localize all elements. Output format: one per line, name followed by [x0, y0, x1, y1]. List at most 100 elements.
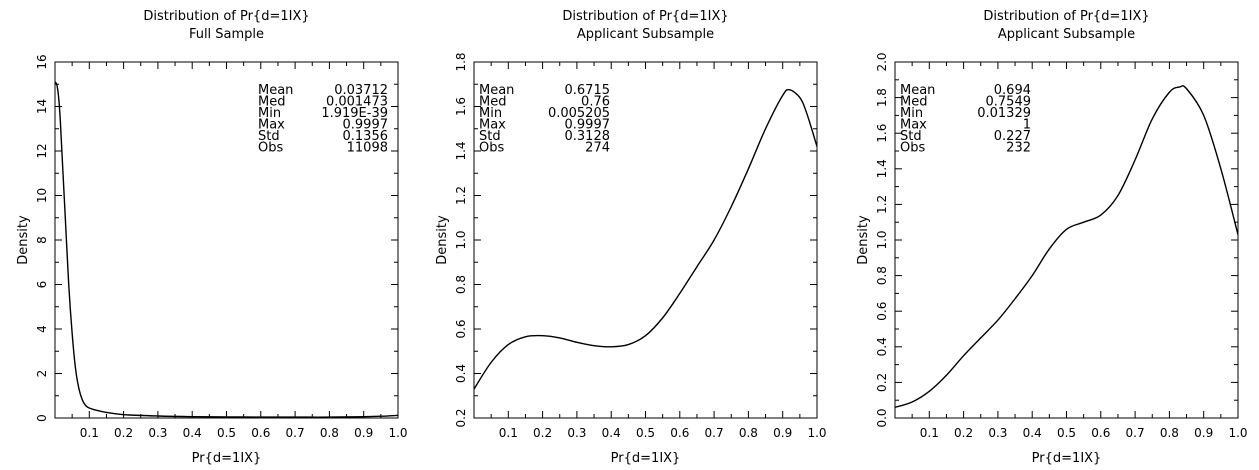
x-tick-label: 0.4: [1023, 426, 1042, 440]
x-tick-label: 0.4: [602, 426, 621, 440]
chart-subtitle: Full Sample: [189, 27, 264, 42]
stat-label: Obs: [900, 141, 925, 156]
y-tick-label: 2.0: [875, 52, 889, 71]
y-tick-label: 4: [35, 325, 49, 333]
stats-box: Mean 0.694 Med 0.7549 Min 0.01329 Max 1 Std 0.227…: [900, 83, 1031, 156]
y-tick-label: 0.8: [454, 275, 468, 294]
y-tick-label: 14: [35, 99, 49, 114]
stat-value: 0.7549: [986, 95, 1032, 110]
stat-value: 0.1356: [343, 129, 389, 144]
chart-subtitle: Applicant Subsample: [577, 27, 714, 42]
stat-value: 11098: [347, 141, 388, 156]
y-tick-label: 0.2: [454, 408, 468, 427]
x-tick-label: 0.3: [567, 426, 586, 440]
y-tick-label: 1.2: [875, 195, 889, 214]
y-axis-label: Density: [16, 215, 31, 265]
stat-label: Max: [900, 118, 927, 133]
x-tick-label: 0.2: [954, 426, 973, 440]
chart-title: Distribution of Pr{d=1IX}: [983, 9, 1149, 24]
x-tick-label: 0.2: [114, 426, 133, 440]
panel-1: Distribution of Pr{d=1IX} Full Sample 0.1 0…: [16, 9, 408, 466]
y-tick-label: 2: [35, 370, 49, 378]
stat-value: 232: [1006, 141, 1031, 156]
density-line: [55, 81, 398, 418]
x-tick-label: 0.1: [499, 426, 518, 440]
y-tick-label: 1.4: [454, 141, 468, 160]
stat-label: Min: [479, 106, 502, 121]
stat-label: Std: [479, 129, 501, 144]
y-tick-label: 1.6: [454, 97, 468, 116]
y-tick-label: 0: [35, 414, 49, 422]
x-tick-label: 1.0: [1228, 426, 1247, 440]
y-tick-label: 0.4: [875, 337, 889, 356]
stat-label: Obs: [479, 141, 504, 156]
y-tick-label: 1.2: [454, 186, 468, 205]
y-tick-label: 1.4: [875, 159, 889, 178]
y-tick-label: 0.0: [875, 408, 889, 427]
stat-value: 274: [585, 141, 610, 156]
stat-label: Obs: [258, 141, 283, 156]
y-axis-label: Density: [435, 215, 450, 265]
x-tick-label: 0.1: [920, 426, 939, 440]
chart-title: Distribution of Pr{d=1IX}: [562, 9, 728, 24]
x-tick-label: 0.9: [354, 426, 373, 440]
x-axis-label: Pr{d=1IX}: [611, 451, 681, 466]
stat-value: 0.9997: [343, 118, 389, 133]
y-tick-label: 0.2: [875, 373, 889, 392]
y-tick-label: 10: [35, 188, 49, 203]
x-tick-label: 0.6: [670, 426, 689, 440]
x-tick-label: 0.9: [773, 426, 792, 440]
stat-label: Min: [900, 106, 923, 121]
x-tick-label: 0.7: [286, 426, 305, 440]
y-tick-label: 0.6: [454, 319, 468, 338]
plot-frame: [894, 61, 1239, 419]
x-tick-label: 0.8: [739, 426, 758, 440]
x-tick-label: 0.3: [988, 426, 1007, 440]
stat-label: Mean: [900, 83, 935, 98]
y-tick-label: 1.0: [454, 230, 468, 249]
stat-value: 0.227: [994, 129, 1031, 144]
stat-value: 0.694: [994, 83, 1031, 98]
x-tick-label: 1.0: [388, 426, 407, 440]
x-tick-label: 0.8: [1160, 426, 1179, 440]
panel-2: Distribution of Pr{d=1IX} Applicant Subsa…: [435, 9, 827, 466]
y-axis-label: Density: [856, 215, 871, 265]
stat-label: Mean: [479, 83, 514, 98]
density-line: [895, 85, 1238, 408]
x-tick-label: 0.8: [320, 426, 339, 440]
stat-value: 0.6715: [565, 83, 611, 98]
stat-label: Med: [479, 95, 506, 110]
y-tick-label: 0.4: [454, 364, 468, 383]
x-tick-label: 0.3: [148, 426, 167, 440]
x-tick-label: 0.4: [183, 426, 202, 440]
x-tick-label: 0.7: [705, 426, 724, 440]
stat-value: 0.3128: [565, 129, 611, 144]
x-tick-label: 0.1: [80, 426, 99, 440]
stat-value: 0.03712: [334, 83, 388, 98]
x-tick-label: 0.5: [1057, 426, 1076, 440]
x-tick-label: 0.6: [1091, 426, 1110, 440]
stat-label: Max: [258, 118, 285, 133]
y-tick-label: 1.8: [875, 88, 889, 107]
stat-value: 0.01329: [977, 106, 1031, 121]
x-tick-label: 0.9: [1194, 426, 1213, 440]
stat-label: Max: [479, 118, 506, 133]
y-tick-label: 6: [35, 281, 49, 289]
stat-value: 0.001473: [326, 95, 388, 110]
stat-label: Min: [258, 106, 281, 121]
panel-3: Distribution of Pr{d=1IX} Applicant Subsa…: [856, 9, 1248, 466]
density-line: [474, 88, 817, 390]
y-tick-label: 8: [35, 236, 49, 244]
x-tick-label: 0.5: [636, 426, 655, 440]
stat-value: 0.005205: [548, 106, 610, 121]
stat-value: 0.76: [581, 95, 610, 110]
stat-value: 1: [1023, 118, 1031, 133]
stat-value: 1.919E-39: [321, 106, 388, 121]
stat-label: Med: [258, 95, 285, 110]
y-tick-label: 12: [35, 143, 49, 158]
y-tick-label: 1.8: [454, 52, 468, 71]
y-tick-label: 0.8: [875, 266, 889, 285]
x-tick-label: 0.5: [217, 426, 236, 440]
y-tick-label: 1.6: [875, 124, 889, 143]
